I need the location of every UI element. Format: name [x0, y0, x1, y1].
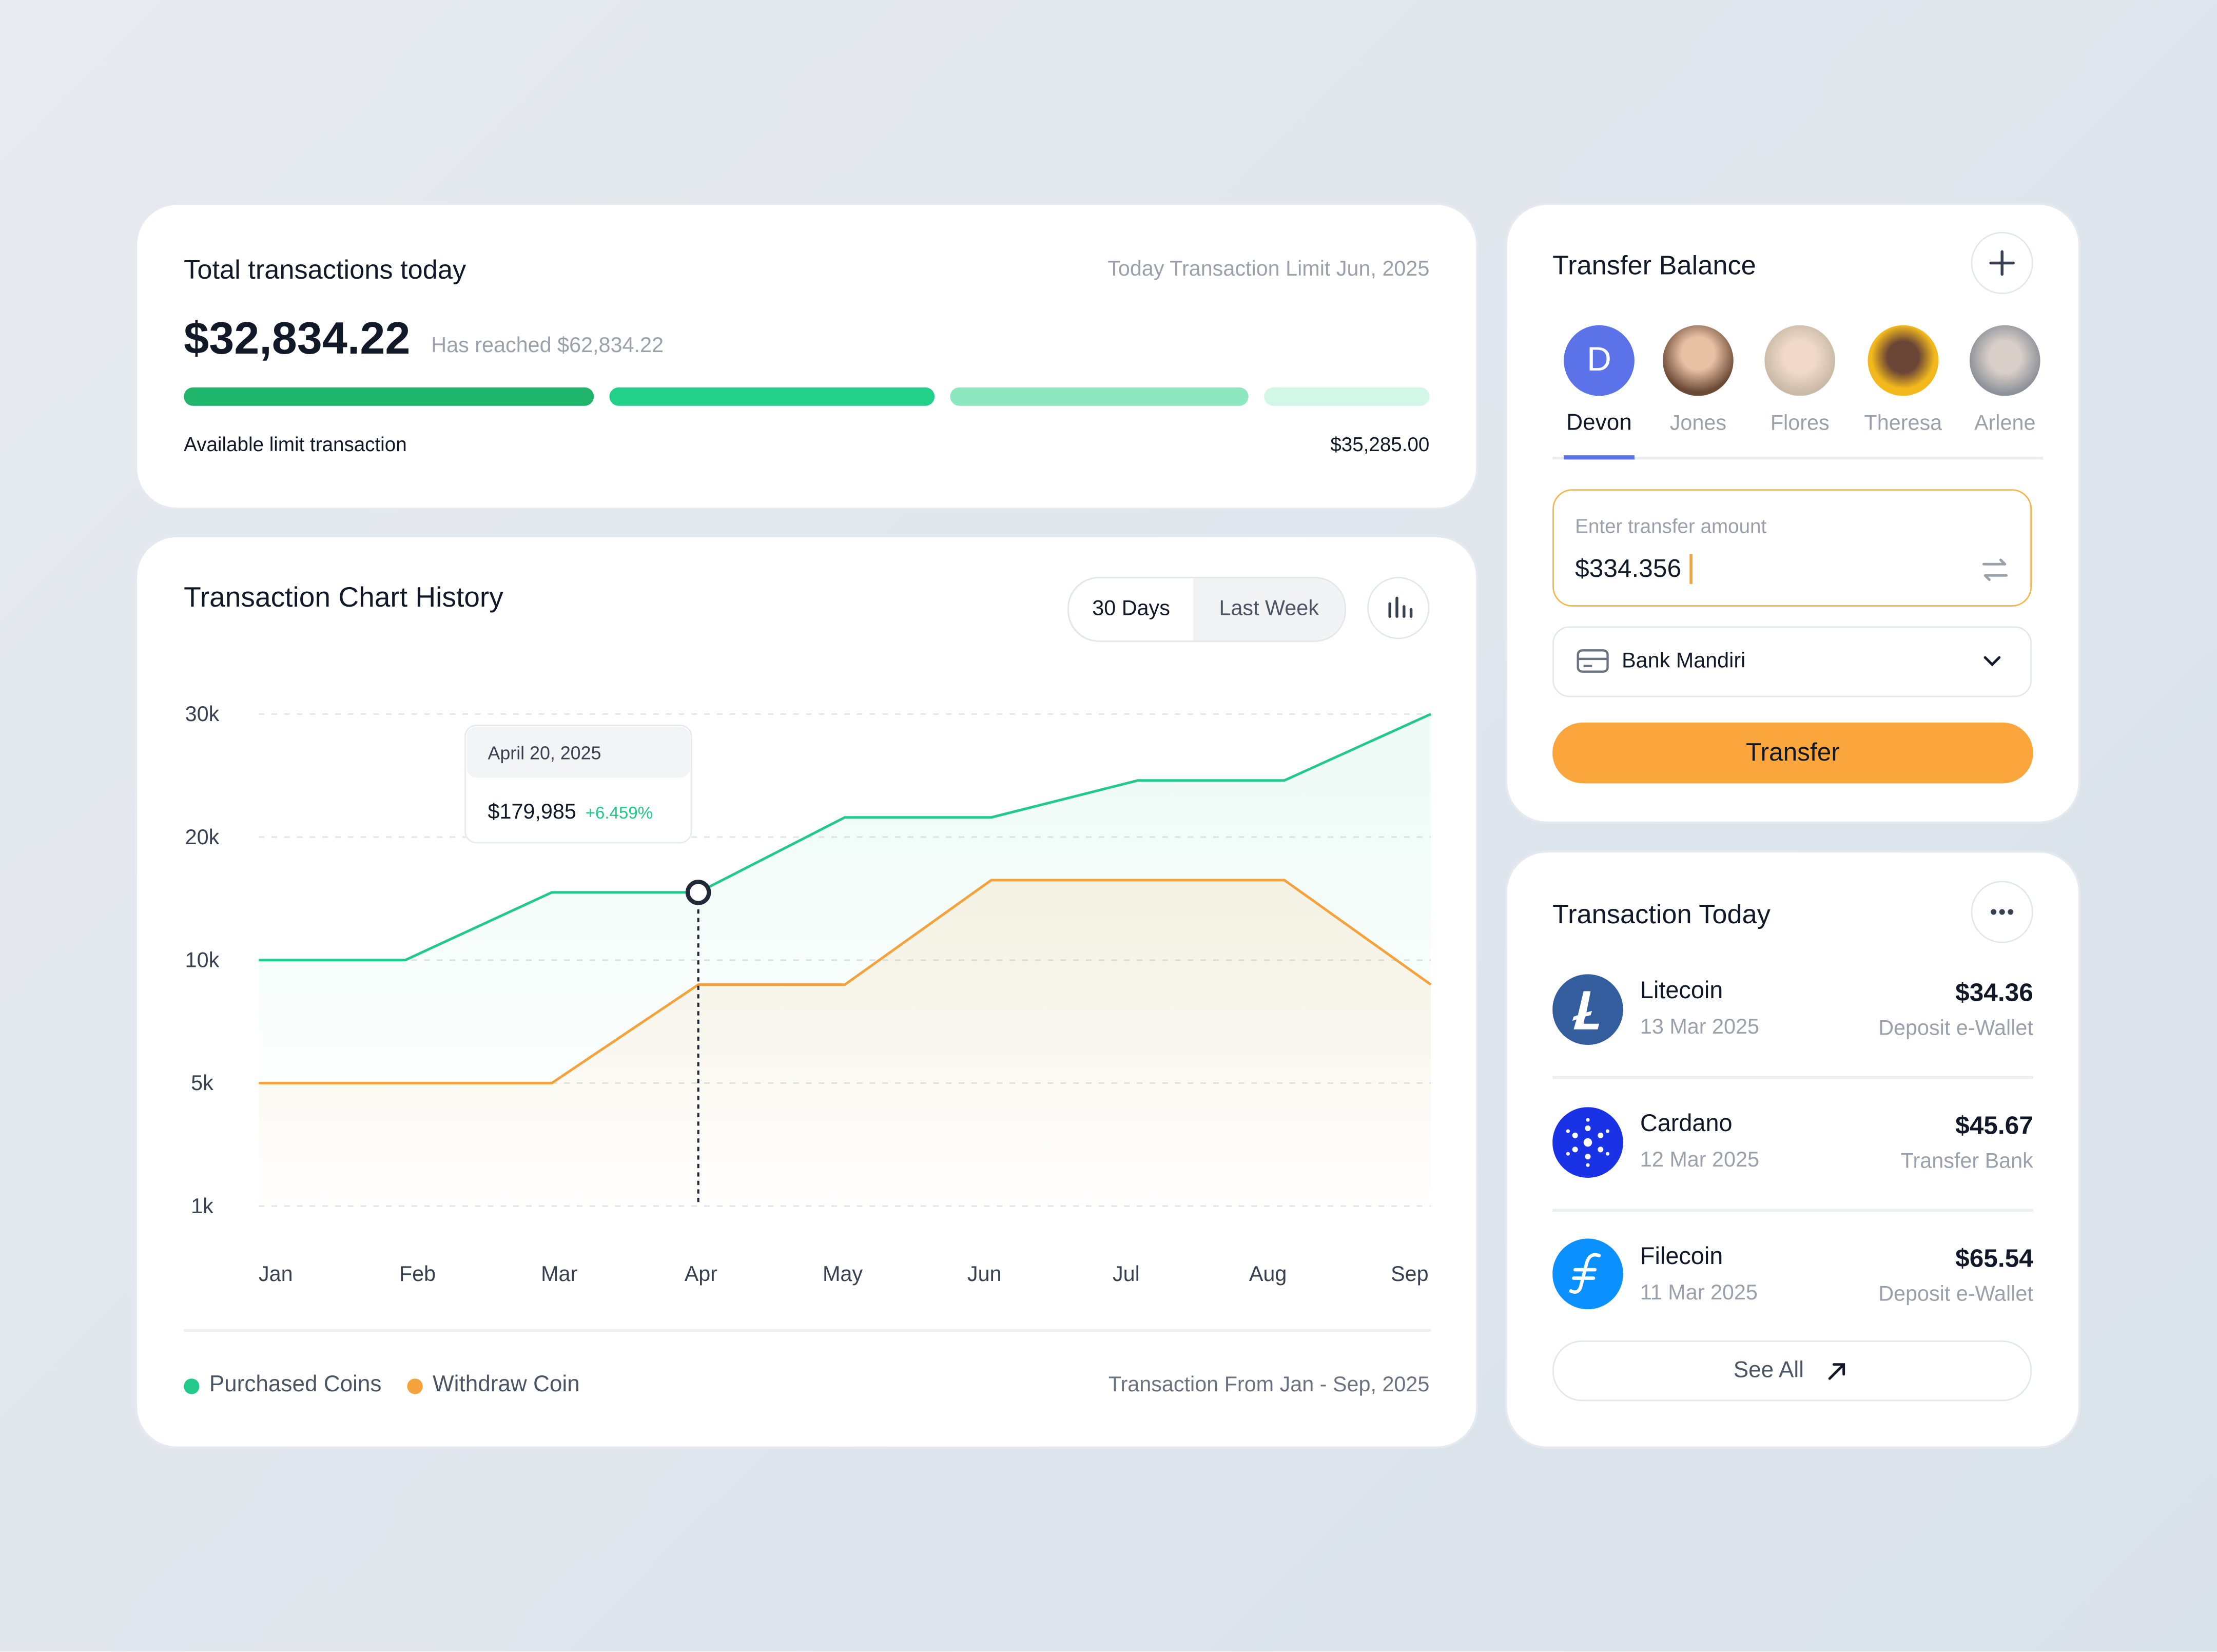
- x-tick-label: Jun: [967, 1262, 1002, 1286]
- amount: $32,834.22: [184, 312, 411, 364]
- transfer-card: Transfer Balance D Devon Jones Flores Th…: [1507, 205, 2078, 822]
- contact-name[interactable]: Arlene: [1974, 411, 2036, 436]
- available-value: $35,285.00: [1330, 433, 1430, 456]
- amount-input[interactable]: Enter transfer amount $334.356: [1552, 489, 2032, 607]
- card-icon: [1577, 649, 1609, 673]
- coin-date: 12 Mar 2025: [1640, 1148, 1759, 1172]
- see-all-button[interactable]: See All: [1552, 1340, 2032, 1402]
- avatar[interactable]: D: [1564, 325, 1635, 396]
- y-tick-label: 5k: [191, 1071, 213, 1095]
- series-line: [259, 713, 1432, 962]
- x-tick-label: Aug: [1249, 1262, 1287, 1286]
- x-tick-label: Feb: [399, 1262, 436, 1286]
- series-line: [259, 879, 1432, 1084]
- coin-kind: Deposit e-Wallet: [1878, 1282, 2033, 1307]
- swap-icon[interactable]: [1978, 553, 2012, 587]
- litecoin-icon: [1552, 974, 1623, 1045]
- x-tick-label: Mar: [541, 1262, 577, 1286]
- avatar[interactable]: [1969, 325, 2040, 396]
- toggle-option[interactable]: Last Week: [1219, 596, 1319, 621]
- contact-name[interactable]: Theresa: [1864, 411, 1942, 436]
- legend-label: Withdraw Coin: [433, 1373, 580, 1397]
- divider: [1552, 1076, 2033, 1078]
- input-label: Enter transfer amount: [1575, 514, 1767, 537]
- available-label: Available limit transaction: [184, 433, 407, 456]
- reached: Has reached $62,834.22: [431, 334, 664, 358]
- cardano-icon: [1552, 1107, 1623, 1178]
- arrow-icon: [1828, 1363, 1845, 1380]
- chart-title: Transaction Chart History: [184, 582, 503, 614]
- progress-segment: [950, 387, 1249, 406]
- bars-icon: [1388, 596, 1413, 618]
- coin-kind: Transfer Bank: [1900, 1149, 2033, 1174]
- add-button[interactable]: [1971, 231, 2033, 295]
- coin-amount: $34.36: [1955, 978, 2033, 1007]
- avatar[interactable]: [1662, 325, 1734, 396]
- x-tick-label: Jul: [1113, 1262, 1140, 1286]
- plus-icon: [1989, 250, 2015, 276]
- bank-name: Bank Mandiri: [1622, 649, 1746, 673]
- coin-name: Cardano: [1640, 1110, 1733, 1137]
- tab-line: [1552, 456, 2044, 459]
- x-tick-label: May: [823, 1262, 863, 1286]
- chevron-icon: [1983, 656, 2001, 667]
- today-title: Transaction Today: [1552, 900, 1771, 930]
- legend-label: Purchased Coins: [209, 1373, 382, 1397]
- hover-point: [685, 880, 711, 905]
- y-tick-label: 10k: [185, 948, 220, 971]
- coin-date: 11 Mar 2025: [1640, 1281, 1758, 1305]
- tab-indicator: [1564, 455, 1635, 460]
- x-tick-label: Jan: [259, 1262, 293, 1286]
- contact-name[interactable]: Jones: [1669, 411, 1727, 436]
- coin-name: Filecoin: [1640, 1242, 1723, 1270]
- coin-name: Litecoin: [1640, 977, 1723, 1004]
- tooltip-date: April 20, 2025: [488, 743, 601, 763]
- dots-icon: [1991, 909, 2014, 915]
- coin-amount: $45.67: [1955, 1111, 2033, 1140]
- summary-card: Total transactions today Today Transacti…: [137, 205, 1476, 508]
- contact-name[interactable]: Devon: [1566, 411, 1632, 436]
- today-card: Transaction Today Litecoin 13 Mar 2025 $34…: [1507, 852, 2078, 1447]
- y-tick-label: 30k: [185, 702, 220, 726]
- tooltip-change: +6.459%: [586, 804, 653, 823]
- bank-select[interactable]: Bank Mandiri: [1552, 626, 2032, 697]
- title: Total transactions today: [184, 256, 466, 286]
- limit-label: Today Transaction Limit Jun, 2025: [1107, 257, 1430, 282]
- progress-segment: [1264, 387, 1430, 406]
- series-area: [259, 880, 1431, 1207]
- range-toggle[interactable]: 30 Days Last Week: [1067, 577, 1346, 642]
- legend-dot: [184, 1378, 200, 1394]
- coin-kind: Deposit e-Wallet: [1878, 1016, 2033, 1041]
- more-button[interactable]: [1971, 881, 2033, 943]
- transfer-title: Transfer Balance: [1552, 251, 1756, 282]
- tooltip-value: $179,985: [488, 800, 576, 823]
- divider: [184, 1329, 1431, 1331]
- tooltip-header: [466, 727, 690, 778]
- y-tick-label: 1k: [191, 1194, 213, 1218]
- x-tick-label: Sep: [1391, 1262, 1429, 1286]
- progress-segment: [609, 387, 935, 406]
- input-value: $334.356: [1575, 554, 1682, 583]
- toggle-option[interactable]: 30 Days: [1068, 578, 1194, 641]
- chart-footer: Transaction From Jan - Sep, 2025: [1108, 1373, 1430, 1397]
- caret: [1689, 554, 1692, 584]
- transfer-button[interactable]: Transfer: [1552, 722, 2033, 784]
- filecoin-icon: [1552, 1238, 1623, 1310]
- contact-name[interactable]: Flores: [1770, 411, 1830, 436]
- chart-type-button[interactable]: [1367, 577, 1430, 639]
- y-tick-label: 20k: [185, 825, 220, 849]
- avatar[interactable]: [1868, 325, 1939, 396]
- avatar[interactable]: [1764, 325, 1836, 396]
- see-all-label: See All: [1733, 1358, 1804, 1383]
- divider: [1552, 1209, 2033, 1211]
- coin-amount: $65.54: [1955, 1244, 2033, 1273]
- progress-segment: [184, 387, 594, 406]
- coin-date: 13 Mar 2025: [1640, 1015, 1759, 1039]
- x-tick-label: Apr: [685, 1262, 718, 1286]
- legend-dot: [407, 1378, 423, 1394]
